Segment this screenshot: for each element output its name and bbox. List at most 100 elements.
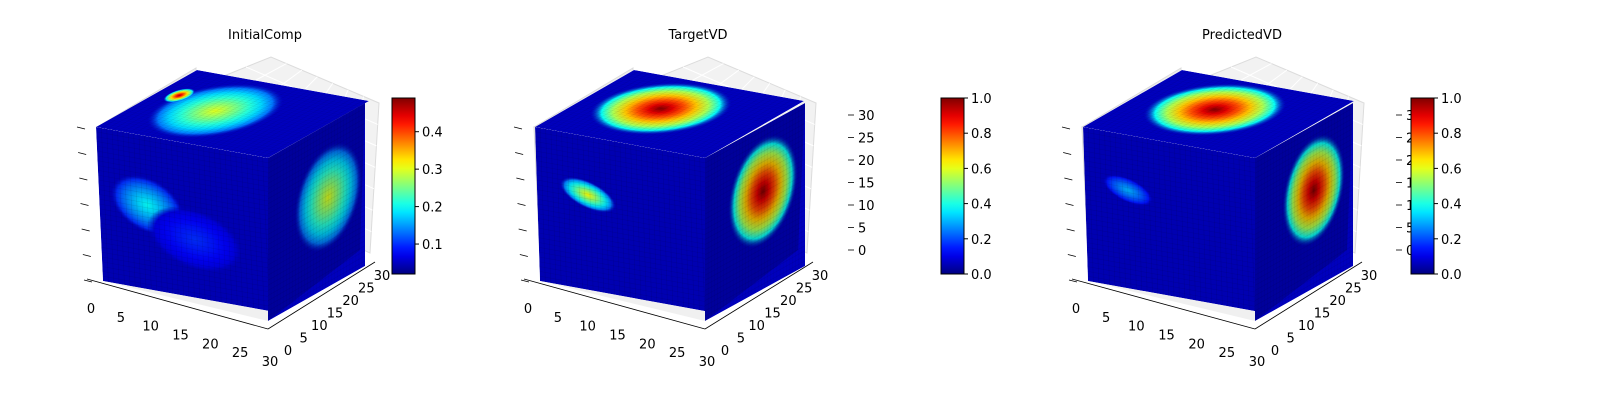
y-tick-label: 15 bbox=[1314, 307, 1331, 322]
x-tick-label: 20 bbox=[639, 337, 656, 352]
colorbar-tick-label: 0.2 bbox=[422, 201, 443, 216]
cube-top-face bbox=[96, 70, 369, 158]
cube-front-face bbox=[96, 127, 275, 312]
z-tick-mark bbox=[1063, 152, 1072, 155]
colorbar-tick-label: 0.6 bbox=[1441, 162, 1462, 177]
y-tick-label: 25 bbox=[796, 282, 813, 297]
z-tick-mark bbox=[79, 177, 88, 181]
z-tick-mark bbox=[518, 228, 527, 232]
y-tick-label: 5 bbox=[1287, 332, 1295, 347]
y-tick-label: 30 bbox=[812, 269, 829, 284]
x-tick-label: 25 bbox=[669, 346, 686, 361]
z-tick-mark bbox=[519, 254, 528, 257]
z-tick-mark bbox=[516, 177, 525, 181]
colorbar-gradient bbox=[940, 97, 965, 275]
x-tick-label: 10 bbox=[142, 320, 159, 335]
colorbar-gradient bbox=[391, 97, 416, 275]
cube-side-face bbox=[268, 103, 365, 321]
colorbar-tick-label: 0.6 bbox=[971, 162, 992, 177]
z-tick-mark bbox=[80, 203, 89, 206]
x-tick-label: 5 bbox=[117, 311, 125, 326]
hot-region bbox=[559, 176, 616, 213]
colorbar: 0.0 0.2 0.4 0.6 0.8 1.0 bbox=[940, 92, 992, 283]
panel-title: InitialComp bbox=[228, 28, 302, 43]
z-tick-mark bbox=[513, 126, 523, 130]
x-tick-label: 0 bbox=[1072, 302, 1080, 317]
z-tick-mark bbox=[81, 228, 90, 232]
panel-title: TargetVD bbox=[667, 28, 727, 43]
x-tick-label: 10 bbox=[1128, 320, 1145, 335]
cube-front-face bbox=[1083, 127, 1260, 312]
x-tick-label: 5 bbox=[554, 311, 562, 326]
colorbar-tick-label: 0.2 bbox=[971, 233, 992, 248]
colorbar-tick-label: 0.1 bbox=[422, 238, 443, 253]
z-tick-label: 0 bbox=[858, 244, 866, 259]
z-tick-mark bbox=[517, 203, 526, 206]
z-tick-label: 25 bbox=[858, 132, 875, 147]
z-tick-mark bbox=[1067, 254, 1076, 257]
hot-region bbox=[1102, 174, 1153, 207]
voxel-cube bbox=[96, 70, 369, 321]
hot-region bbox=[163, 88, 196, 103]
z-tick-mark bbox=[82, 254, 91, 257]
x-tick-label: 15 bbox=[609, 329, 626, 344]
y-tick-label: 25 bbox=[1345, 282, 1362, 297]
y-tick-label: 30 bbox=[374, 269, 391, 284]
cube-top-face bbox=[1083, 70, 1354, 158]
y-tick-label: 30 bbox=[1361, 269, 1378, 284]
colorbar-tick-label: 0.0 bbox=[1441, 268, 1462, 283]
z-tick-label: 30 bbox=[858, 109, 875, 124]
y-tick-label: 20 bbox=[780, 294, 797, 309]
colorbar-tick-label: 0.0 bbox=[971, 268, 992, 283]
x-tick-label: 10 bbox=[579, 320, 596, 335]
colorbar-tick-label: 0.3 bbox=[422, 163, 443, 178]
z-tick-label: 20 bbox=[858, 154, 875, 169]
x-tick-label: 5 bbox=[1102, 311, 1110, 326]
colorbar-tick-label: 0.2 bbox=[1441, 233, 1462, 248]
y-tick-label: 25 bbox=[358, 282, 375, 297]
y-tick-label: 0 bbox=[284, 344, 292, 359]
y-tick-label: 10 bbox=[748, 319, 765, 334]
z-tick-mark bbox=[1068, 279, 1078, 283]
y-tick-label: 20 bbox=[1329, 294, 1346, 309]
z-tick-mark bbox=[1064, 177, 1073, 181]
colorbar-tick-label: 1.0 bbox=[1441, 92, 1462, 107]
z-tick-mark bbox=[1061, 126, 1071, 130]
cube-side-face bbox=[1255, 103, 1353, 321]
y-tick-label: 0 bbox=[721, 344, 729, 359]
hot-region bbox=[1282, 133, 1346, 247]
z-tick-mark bbox=[1066, 228, 1075, 232]
x-tick-label: 0 bbox=[87, 302, 95, 317]
y-tick-label: 15 bbox=[764, 307, 781, 322]
x-tick-label: 25 bbox=[1219, 346, 1236, 361]
x-tick-label: 15 bbox=[1158, 329, 1175, 344]
colorbar-tick-label: 1.0 bbox=[971, 92, 992, 107]
z-tick-mark bbox=[78, 152, 87, 155]
panel-predictedvd: PredictedVD 0510152025300510152025300510… bbox=[1061, 28, 1462, 370]
z-tick-label: 15 bbox=[858, 177, 875, 192]
axis-lines bbox=[86, 261, 376, 330]
cube-side-face bbox=[705, 103, 805, 321]
colorbar-tick-label: 0.4 bbox=[971, 198, 992, 213]
panel-initialcomp: InitialComp 0510152025300510152025300.10… bbox=[76, 28, 443, 370]
hot-region bbox=[294, 141, 363, 253]
colorbar-gradient bbox=[1410, 97, 1435, 275]
hot-region bbox=[589, 82, 733, 135]
panel-title: PredictedVD bbox=[1202, 28, 1282, 43]
colorbar: 0.0 0.2 0.4 0.6 0.8 1.0 bbox=[1410, 92, 1462, 283]
cube-top-face bbox=[535, 70, 804, 158]
x-tick-label: 15 bbox=[172, 329, 189, 344]
z-tick-mark bbox=[83, 279, 93, 283]
x-tick-label: 30 bbox=[699, 355, 716, 370]
y-tick-label: 10 bbox=[311, 319, 328, 334]
x-tick-label: 25 bbox=[232, 346, 249, 361]
hot-region bbox=[1143, 83, 1287, 136]
colorbar-tick-label: 0.4 bbox=[1441, 198, 1462, 213]
y-tick-label: 15 bbox=[327, 307, 344, 322]
axis-lines bbox=[1071, 261, 1363, 330]
colorbar: 0.1 0.2 0.3 0.4 bbox=[391, 97, 443, 275]
z-tick-label: 10 bbox=[858, 199, 875, 214]
panel-targetvd: TargetVD 0510152025300510152025300510152… bbox=[513, 28, 992, 370]
z-tick-label: 5 bbox=[1406, 222, 1414, 237]
z-tick-mark bbox=[76, 126, 86, 130]
